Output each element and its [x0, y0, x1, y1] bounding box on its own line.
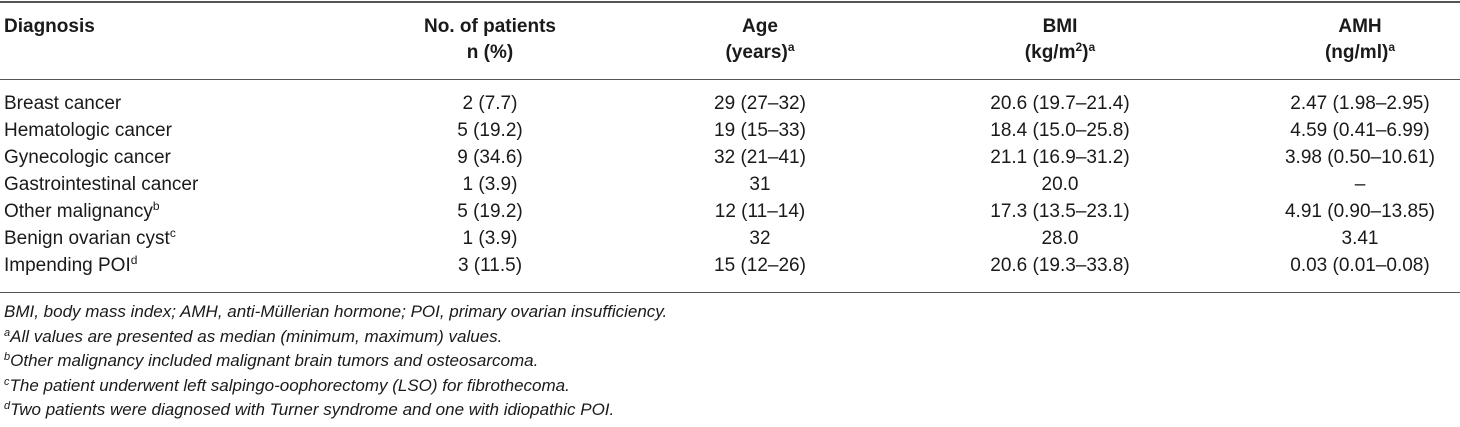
header-amh: AMH (ng/ml)a	[1270, 14, 1450, 66]
cell-diagnosis: Other malignancyb	[4, 199, 160, 222]
cell-bmi: 20.6 (19.3–33.8)	[990, 255, 1130, 276]
cell-diagnosis: Hematologic cancer	[4, 120, 172, 141]
cell-age: 32	[749, 228, 771, 249]
footnote: aAll values are presented as median (min…	[4, 326, 503, 346]
cell-diagnosis: Impending POId	[4, 253, 138, 276]
cell-age: 31	[749, 174, 771, 195]
cell-amh: 0.03 (0.01–0.08)	[1290, 255, 1430, 276]
header-age: Age (years)a	[650, 14, 870, 66]
header-patients-line1: No. of patients	[424, 16, 556, 37]
cell-amh: 3.41	[1341, 228, 1379, 249]
header-amh-line1: AMH	[1338, 16, 1382, 37]
cell-age: 12 (11–14)	[714, 201, 806, 222]
cell-patients: 1 (3.9)	[462, 174, 518, 195]
header-bmi: BMI (kg/m2)a	[930, 14, 1190, 66]
footnote: cThe patient underwent left salpingo-oop…	[4, 375, 570, 395]
header-patients-line2: n (%)	[466, 42, 514, 63]
table-header-rule	[0, 79, 1460, 80]
table-top-rule	[0, 1, 1460, 3]
table-row: Gastrointestinal cancer 1 (3.9) 31 20.0 –	[0, 171, 1460, 198]
table-bottom-rule	[0, 292, 1460, 293]
header-diagnosis: Diagnosis	[4, 16, 95, 37]
cell-bmi: 18.4 (15.0–25.8)	[990, 120, 1130, 141]
header-amh-line2: (ng/ml)a	[1324, 40, 1395, 63]
cell-amh: –	[1354, 174, 1366, 195]
cell-bmi: 20.6 (19.7–21.4)	[990, 93, 1130, 114]
cell-patients: 1 (3.9)	[462, 228, 518, 249]
footnote-marker: d	[4, 400, 11, 412]
cell-bmi: 21.1 (16.9–31.2)	[990, 147, 1130, 168]
footnote-marker: a	[4, 326, 11, 339]
footnote: dTwo patients were diagnosed with Turner…	[4, 400, 615, 419]
cell-amh: 4.91 (0.90–13.85)	[1284, 201, 1435, 222]
cell-patients: 3 (11.5)	[457, 255, 523, 276]
table-row: Breast cancer 2 (7.7) 29 (27–32) 20.6 (19.7…	[0, 90, 1460, 117]
cell-patients: 5 (19.2)	[457, 120, 523, 141]
footnote-marker: c	[4, 375, 10, 388]
table-row: Benign ovarian cystc 1 (3.9) 32 28.0 3.41	[0, 225, 1460, 252]
footnote-marker: d	[130, 253, 138, 267]
table-row: Gynecologic cancer 9 (34.6) 32 (21–41) 21.1…	[0, 144, 1460, 171]
cell-amh: 2.47 (1.98–2.95)	[1290, 93, 1430, 114]
cell-diagnosis: Gynecologic cancer	[4, 147, 171, 168]
header-bmi-line1: BMI	[1042, 16, 1078, 37]
cell-age: 15 (12–26)	[714, 255, 806, 276]
header-age-line2: (years)a	[725, 40, 795, 63]
cell-patients: 9 (34.6)	[457, 147, 523, 168]
cell-patients: 2 (7.7)	[462, 93, 518, 114]
table-row: Impending POId 3 (11.5) 15 (12–26) 20.6 (19…	[0, 252, 1460, 279]
cell-diagnosis: Gastrointestinal cancer	[4, 174, 199, 195]
cell-age: 29 (27–32)	[714, 93, 806, 114]
cell-diagnosis: Breast cancer	[4, 93, 122, 114]
cell-amh: 4.59 (0.41–6.99)	[1290, 120, 1430, 141]
footnote-marker: b	[152, 199, 160, 213]
cell-diagnosis: Benign ovarian cystc	[4, 226, 176, 249]
cell-amh: 3.98 (0.50–10.61)	[1284, 147, 1435, 168]
footnote-marker: c	[169, 226, 176, 240]
table-row: Hematologic cancer 5 (19.2) 19 (15–33) 18.4…	[0, 117, 1460, 144]
table-footnotes: BMI, body mass index; AMH, anti-Mülleria…	[4, 300, 1454, 423]
header-bmi-line2: (kg/m2)a	[1024, 40, 1096, 63]
footnote-marker: b	[4, 351, 11, 363]
cell-patients: 5 (19.2)	[457, 201, 523, 222]
cell-bmi: 20.0	[1041, 174, 1079, 195]
cell-bmi: 28.0	[1041, 228, 1079, 249]
footnote: BMI, body mass index; AMH, anti-Mülleria…	[4, 302, 668, 321]
footnote: bOther malignancy included malignant bra…	[4, 351, 539, 370]
cell-bmi: 17.3 (13.5–23.1)	[990, 201, 1130, 222]
cell-age: 32 (21–41)	[714, 147, 806, 168]
header-patients: No. of patients n (%)	[380, 14, 600, 66]
table-row: Other malignancyb 5 (19.2) 12 (11–14) 17.3 …	[0, 198, 1460, 225]
cell-age: 19 (15–33)	[714, 120, 806, 141]
header-age-line1: Age	[742, 16, 778, 37]
